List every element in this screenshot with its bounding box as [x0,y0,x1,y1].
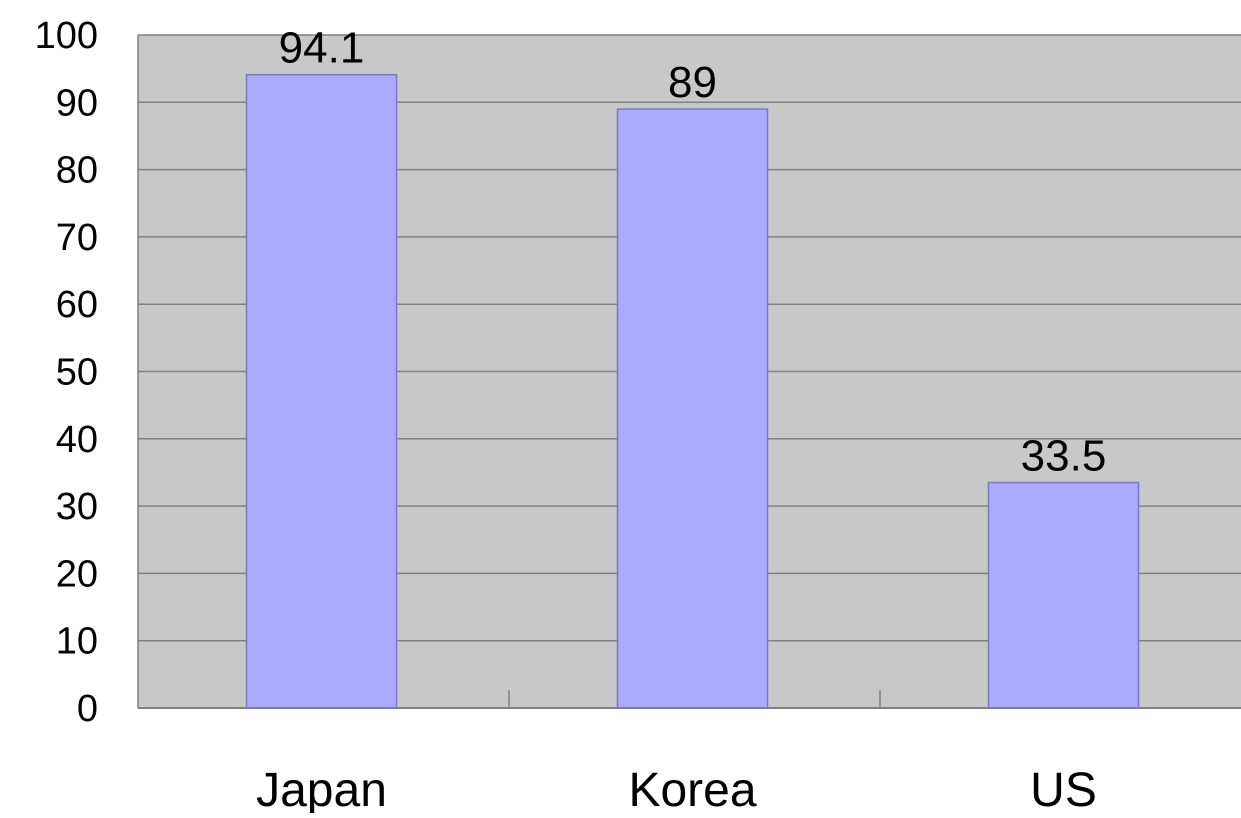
axes [137,35,1241,709]
y-tick-label: 10 [56,621,98,663]
y-tick-label: 20 [56,553,98,595]
x-tick-label: Korea [628,764,756,813]
y-tick-label: 90 [56,82,98,124]
bar-japan [245,73,398,709]
x-tick-label: US [1030,764,1097,813]
y-tick-label: 60 [56,284,98,326]
bar-korea [616,108,769,709]
y-tick-label: 100 [35,15,98,57]
y-tick-label: 0 [77,688,98,730]
bars [245,73,1140,709]
data-labels: 94.1 89 33.5 [279,24,1107,481]
y-tick-labels: 0 10 20 30 40 50 60 70 80 90 100 [35,15,98,730]
y-tick-label: 30 [56,486,98,528]
data-label: 33.5 [1021,432,1107,481]
y-tick-label: 50 [56,352,98,394]
data-label: 89 [668,58,717,107]
y-tick-label: 40 [56,419,98,461]
x-tick-label: Japan [256,764,387,813]
y-tick-label: 70 [56,217,98,259]
bar-us [987,481,1140,709]
y-tick-label: 80 [56,150,98,192]
x-tick-labels: Japan Korea US [256,764,1097,817]
data-label: 94.1 [279,24,365,73]
